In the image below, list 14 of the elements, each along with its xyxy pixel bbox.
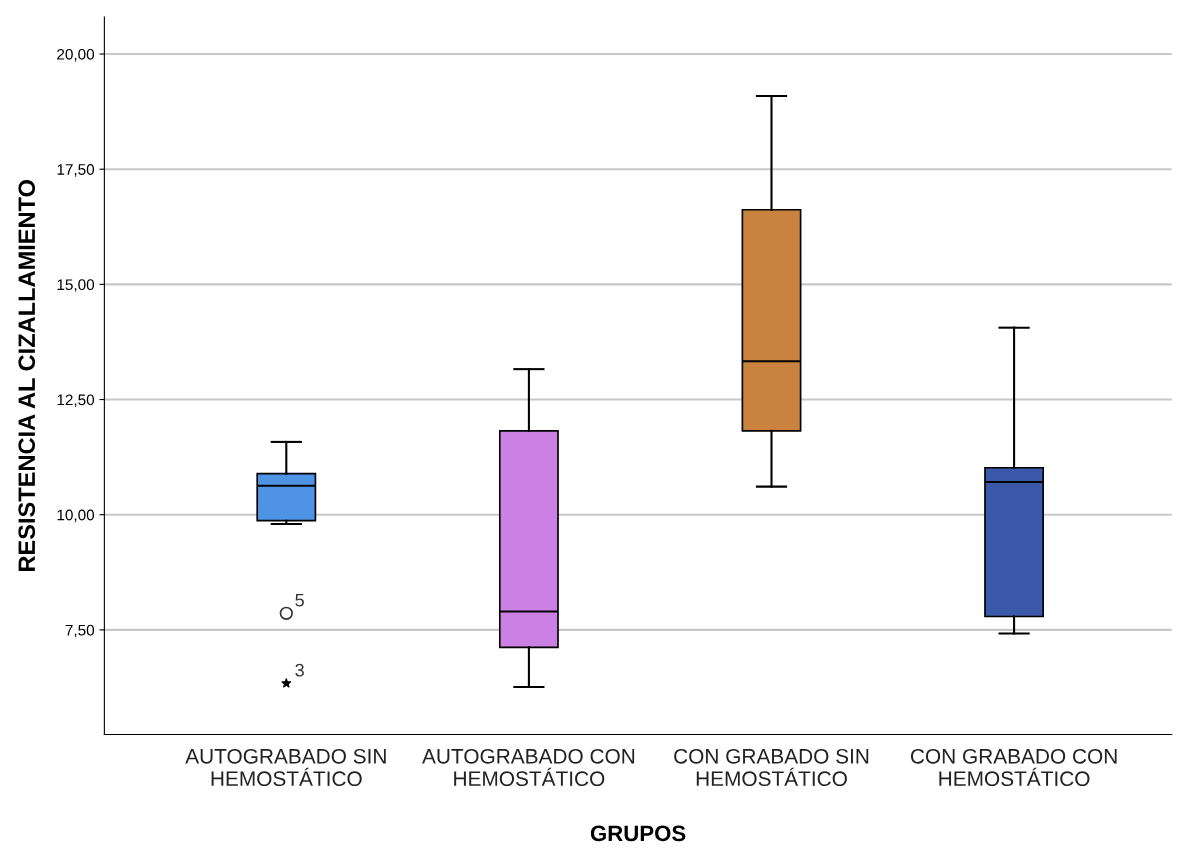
annotation: 3 — [295, 663, 304, 677]
y-tick-label: 7,50 — [65, 624, 95, 638]
y-tick-label: 10,00 — [57, 509, 95, 523]
x-tick-label: AUTOGRABADO SIN HEMOSTÁTICO — [185, 748, 386, 787]
x-tick-label: AUTOGRABADO CON HEMOSTÁTICO — [422, 748, 635, 787]
y-tick-label: 20,00 — [57, 48, 95, 62]
annotation: 5 — [295, 593, 304, 607]
y-tick-label: 12,50 — [57, 394, 95, 408]
x-tick-label: CON GRABADO CON HEMOSTÁTICO — [910, 748, 1117, 787]
y-tick-label: 17,50 — [57, 164, 95, 177]
y-axis-title: RESISTENCIA AL CIZALLAMIENTO — [18, 180, 36, 571]
y-tick-label: 15,00 — [57, 279, 95, 292]
x-axis-title: GRUPOS — [590, 825, 686, 842]
x-tick-label: CON GRABADO SIN HEMOSTÁTICO — [674, 748, 869, 787]
